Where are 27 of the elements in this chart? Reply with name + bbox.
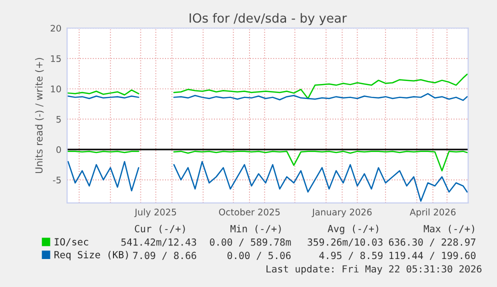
y-tick-label: 5 — [56, 116, 61, 123]
y-tick-label: 10 — [51, 86, 61, 92]
y-tick-label: 15 — [51, 55, 61, 62]
text: 7.09 / 8.66 — [133, 252, 196, 260]
text: 119.44 / 199.60 — [390, 252, 476, 260]
text: 359.26m/10.03 — [308, 238, 382, 247]
y-tick-label: -5 — [52, 176, 61, 184]
y-tick-label: 20 — [50, 24, 61, 32]
chart-title: IOs for /dev/sda - by year — [190, 13, 347, 26]
text: 4.95 / 8.59 — [319, 252, 383, 260]
text: 541.42m/12.43 — [121, 238, 196, 247]
text: Cur (-/+) — [134, 224, 185, 234]
legend-label: Req Size (KB) — [54, 250, 128, 260]
x-tick-label: April 2026 — [410, 208, 456, 218]
text: 0.00 / 589.78m — [210, 238, 291, 247]
y-axis-title: Units read (-) / write (+) — [35, 58, 44, 174]
text: 636.30 / 228.97 — [388, 238, 476, 247]
text: Avg (-/+) — [328, 224, 378, 234]
x-tick-label: July 2025 — [134, 208, 176, 218]
legend-label: IO/sec — [54, 238, 88, 246]
text: Max (-/+) — [424, 224, 474, 234]
text: Last update: Fri May 22 05:31:30 2026 — [266, 265, 482, 274]
x-tick-label: October 2025 — [219, 208, 280, 216]
text: 0.00 / 5.06 — [227, 252, 291, 260]
x-tick-label: January 2026 — [312, 208, 372, 218]
y-tick-label: 0 — [56, 146, 61, 154]
text: Min (-/+) — [230, 224, 281, 234]
